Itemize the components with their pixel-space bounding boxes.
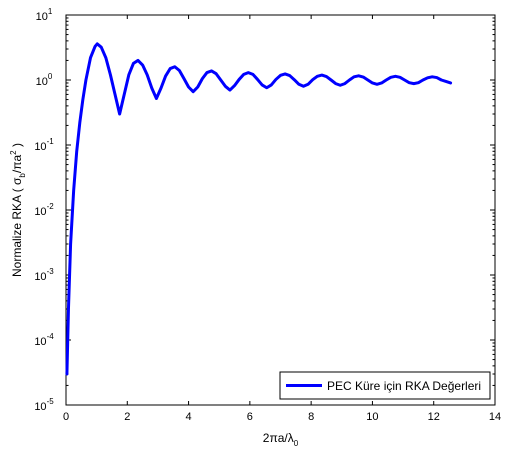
plot-area: 0 2 4 6 8 10 12 14 101 100 10-1 10-2 10-3 10-4 10-5: [34, 7, 501, 423]
legend-label: PEC Küre için RKA Değerleri: [327, 379, 481, 393]
y-tick-label: 10-1: [34, 137, 54, 153]
x-tick-label: 8: [308, 411, 314, 423]
y-tick-label: 10-2: [34, 202, 54, 218]
x-tick-label: 0: [63, 411, 69, 423]
x-tick-label: 6: [247, 411, 253, 423]
x-axis-label: 2πa/λ0: [263, 431, 299, 448]
x-axis-label-base: 2πa/λ: [263, 431, 294, 445]
x-tick-label: 2: [124, 411, 130, 423]
y-axis-label-middle: /πa: [10, 154, 24, 173]
y-axis-label-subscript: b: [18, 173, 27, 178]
y-axis-label: Normalize RKA ( σb/πa2 ): [9, 143, 27, 277]
x-tick-label: 10: [366, 411, 378, 423]
x-axis-ticks: 0 2 4 6 8 10 12 14: [63, 15, 501, 423]
x-tick-label: 14: [489, 411, 501, 423]
y-tick-label: 100: [36, 72, 53, 88]
y-axis-ticks: 101 100 10-1 10-2 10-3 10-4 10-5: [34, 7, 495, 413]
y-tick-label: 101: [36, 7, 53, 23]
y-tick-label: 10-3: [34, 267, 54, 283]
y-axis-label-suffix: ): [10, 143, 24, 150]
x-axis-label-subscript: 0: [294, 439, 299, 448]
legend-box: [279, 371, 491, 400]
y-axis-label-superscript: 2: [9, 150, 18, 155]
series-line: [65, 42, 453, 376]
series-layer: [65, 42, 453, 376]
legend: PEC Küre için RKA Değerleri: [279, 371, 491, 400]
x-tick-label: 4: [186, 411, 192, 423]
x-tick-label: 12: [428, 411, 440, 423]
y-tick-label: 10-5: [34, 397, 54, 413]
y-axis-label-prefix: Normalize RKA ( σ: [10, 177, 24, 277]
y-tick-label: 10-4: [34, 332, 54, 348]
